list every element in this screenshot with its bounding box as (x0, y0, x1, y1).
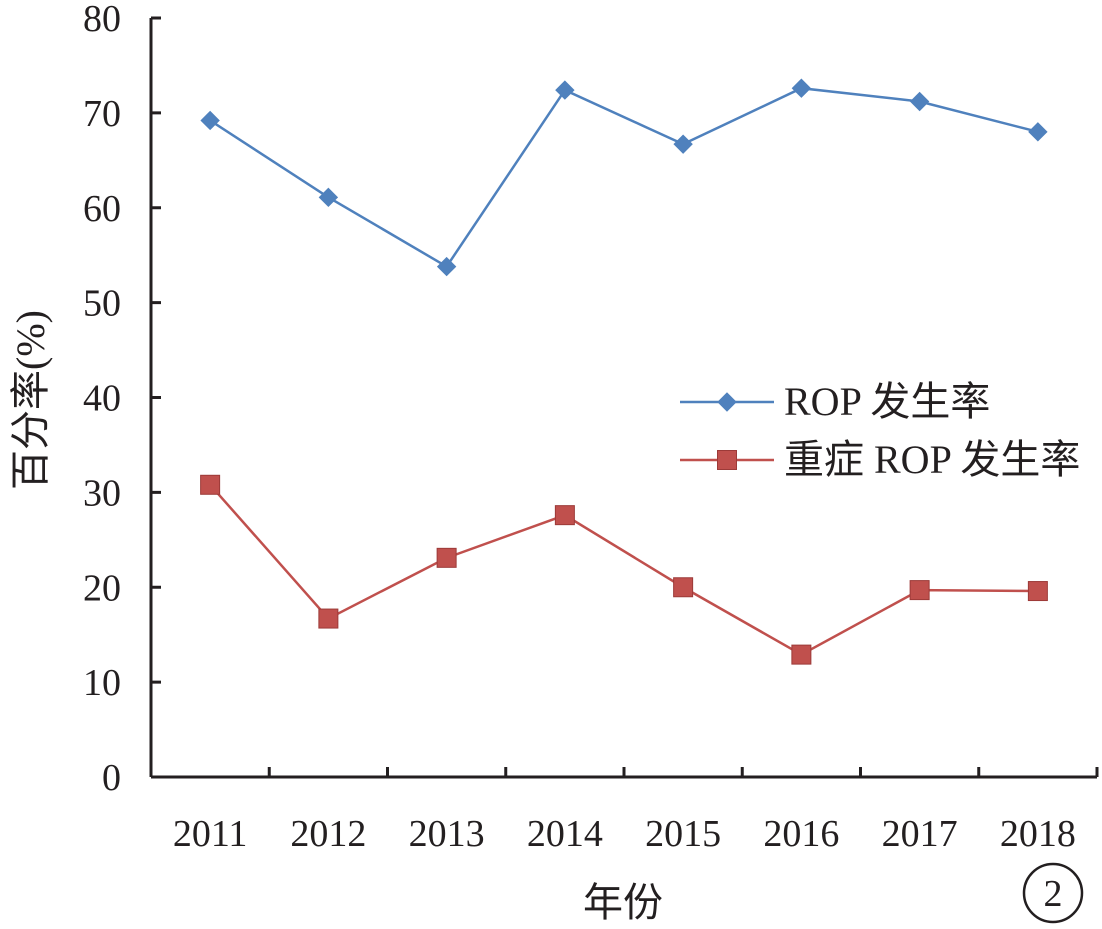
figure-number-badge: 2 (1022, 862, 1084, 924)
y-tick-label: 40 (83, 378, 121, 420)
y-axis-title: 百分率(%) (8, 310, 53, 490)
x-tick-label: 2011 (173, 813, 248, 855)
data-point-diamond (200, 110, 220, 131)
data-point-diamond (436, 256, 457, 277)
y-tick-label: 70 (83, 93, 121, 135)
data-point-square (1027, 581, 1048, 602)
x-tick-label: 2017 (882, 813, 958, 855)
figure-number-text: 2 (1044, 873, 1063, 915)
data-point-square (791, 644, 812, 665)
data-point-square (673, 577, 694, 598)
series-2 (200, 474, 1048, 665)
x-tick-label: 2012 (290, 813, 366, 855)
data-point-diamond (318, 187, 339, 208)
y-tick-label: 0 (102, 757, 121, 799)
data-point-diamond (555, 80, 575, 100)
series-line (209, 86, 1039, 269)
series-1 (200, 78, 1048, 277)
x-tick-label: 2013 (409, 813, 485, 855)
y-ticks: 0 10 20 30 40 50 60 70 80 (83, 0, 161, 799)
x-tick-label: 2015 (645, 813, 721, 855)
x-tick-label: 2016 (763, 813, 839, 855)
data-point-square (909, 580, 930, 601)
y-tick-label: 80 (83, 0, 121, 40)
y-tick-label: 10 (83, 662, 121, 704)
legend-label: ROP 发生率 (784, 379, 990, 424)
y-tick-label: 60 (83, 188, 121, 230)
data-point-diamond (909, 91, 930, 112)
y-tick-label: 50 (83, 283, 121, 325)
data-point-square (554, 505, 575, 526)
series-line (209, 483, 1038, 657)
x-ticks: 2011 2012 2013 2014 2015 2016 2017 2018 (173, 767, 1099, 855)
series-layer (200, 78, 1048, 665)
legend-marker-diamond (717, 392, 737, 412)
legend-item: ROP 发生率 (680, 379, 990, 424)
x-tick-label: 2018 (1000, 813, 1076, 855)
y-tick-label: 20 (83, 567, 121, 609)
data-point-square (318, 608, 339, 629)
legend-marker-square (717, 450, 737, 470)
data-point-diamond (1028, 122, 1048, 142)
legend-label: 重症 ROP 发生率 (784, 437, 1080, 482)
data-point-diamond (791, 78, 812, 98)
data-point-square (436, 547, 457, 568)
data-point-square (200, 474, 221, 495)
x-tick-label: 2014 (527, 813, 603, 855)
legend-item: 重症 ROP 发生率 (680, 437, 1080, 482)
data-point-diamond (673, 134, 693, 154)
x-axis-title: 年份 (583, 880, 663, 925)
y-tick-label: 30 (83, 472, 121, 514)
